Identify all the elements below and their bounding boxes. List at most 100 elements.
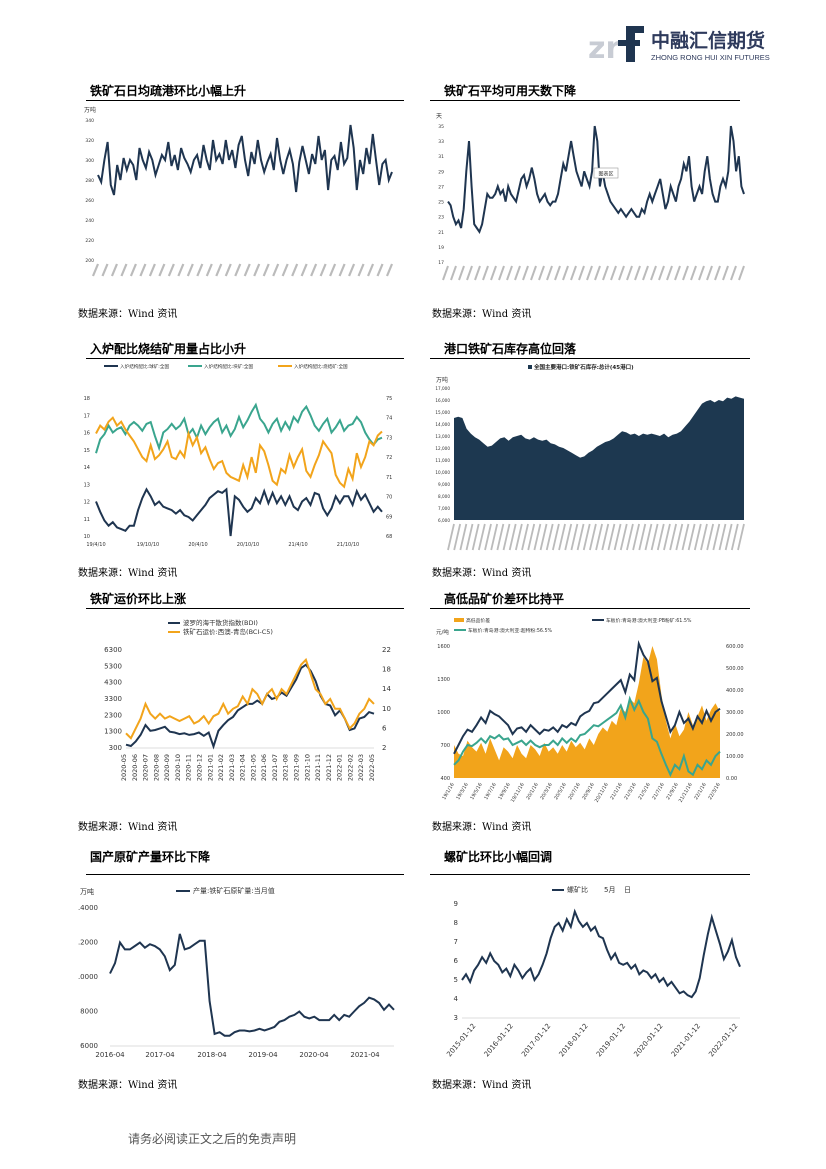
legend-label: 入炉结构配比:球矿:全国 <box>120 363 169 370</box>
x-tick-stub <box>545 523 554 551</box>
section-rule <box>430 100 740 101</box>
x-tick-label: 2016-01-12 <box>483 1022 515 1058</box>
y-tick-label: 280 <box>85 178 94 184</box>
data-source: 数据来源：Wind 资讯 <box>432 568 532 579</box>
data-source: 数据来源：Wind 资讯 <box>432 309 532 320</box>
x-tick-label: 20/10/10 <box>237 542 259 548</box>
x-tick-label: 2019-04 <box>248 1051 278 1059</box>
x-tick-label: 2017-04 <box>145 1051 175 1059</box>
y-tick-label: 8,000 <box>438 494 450 499</box>
legend-label: 入炉结构配比:块矿:全国 <box>204 363 253 370</box>
x-tick-label: 2021-10 <box>303 754 311 781</box>
y-tick-label: 35 <box>438 124 444 130</box>
data-source: 数据来源：Wind 资讯 <box>432 822 532 833</box>
section-title-port-clearance: 铁矿石日均疏港环比小幅上升 <box>90 84 247 98</box>
x-tick-stub <box>453 523 462 551</box>
x-tick-label: 2021-08 <box>282 754 290 781</box>
series-line <box>453 695 721 778</box>
series-line-rebar-ore-ratio <box>461 908 741 999</box>
y-tick-label: 10 <box>84 534 90 540</box>
x-tick-stub <box>196 263 204 277</box>
x-tick-label: 2019-01-12 <box>595 1022 627 1058</box>
y-tick-label: 12,000 <box>435 446 450 451</box>
y-tick-label: 6,000 <box>438 518 450 523</box>
x-tick-label: 2021-01 <box>206 754 214 781</box>
x-tick-label: 22/1/16 <box>693 782 707 801</box>
y-tick-label: 2300 <box>104 711 122 719</box>
y-tick-label: 18 <box>84 396 90 402</box>
x-tick-stub <box>442 265 449 281</box>
data-source: 数据来源：Wind 资讯 <box>78 568 178 579</box>
y-tick-label: 12 <box>84 500 90 506</box>
y-tick-label: 300 <box>109 744 122 752</box>
y-tick-label: 69 <box>386 514 392 520</box>
x-tick-stub <box>602 265 609 281</box>
legend-label: 5月 <box>604 886 615 894</box>
x-tick-stub <box>253 263 261 277</box>
x-tick-stub <box>642 265 649 281</box>
x-tick-stub <box>706 265 713 281</box>
x-tick-stub <box>186 263 194 277</box>
x-tick-stub <box>607 523 616 551</box>
x-tick-stub <box>514 265 521 281</box>
legend-swatch <box>454 618 464 622</box>
y-tick-label: 33 <box>438 139 444 145</box>
x-tick-stub <box>578 265 585 281</box>
chart-port-clearance: 万吨 200 220 240 260 280 300 320 340 <box>78 104 398 292</box>
x-tick-stub <box>687 523 696 551</box>
series-line-domestic-ore <box>109 933 395 1037</box>
x-tick-stub <box>262 263 270 277</box>
y-tick-label: 17 <box>84 413 90 419</box>
y-tick-label: 16 <box>84 431 90 437</box>
x-tick-stub <box>675 523 684 551</box>
x-tick-stub <box>619 523 628 551</box>
x-tick-label: 22/3/16 <box>707 782 721 801</box>
x-tick-label: 20/7/16 <box>567 782 581 801</box>
y-tick-label: .0000 <box>78 973 98 981</box>
series-line-available-days <box>447 125 745 234</box>
x-tick-stub <box>666 265 673 281</box>
chart-rebar-ore-ratio: 螺矿比 5月 日 3 4 5 6 7 8 9 2015-01-12 2016-01-12 2017-01… <box>432 880 750 1066</box>
x-tick-label: 21/9/16 <box>665 782 679 801</box>
x-tick-stub <box>730 523 739 551</box>
y-tick-label: 6000 <box>80 1042 98 1050</box>
chart-area-tooltip <box>593 167 619 179</box>
x-tick-stub <box>367 263 375 277</box>
x-tick-stub <box>601 523 610 551</box>
y-tick-label: 9,000 <box>438 482 450 487</box>
y-tick-label: 200.00 <box>726 732 744 738</box>
x-tick-label: 21/7/16 <box>651 782 665 801</box>
x-tick-stub <box>465 523 474 551</box>
y-tick-label: 1300 <box>104 728 122 736</box>
svg-text:zr: zr <box>588 31 620 66</box>
legend-label: 螺矿比 <box>567 885 588 894</box>
y-tick-label: 11,000 <box>435 458 450 463</box>
y-tick-label: 7 <box>454 938 458 946</box>
chart-svg: 螺矿比 5月 日 3 4 5 6 7 8 9 2015-01-12 2016-01-12 2017-01… <box>445 885 741 1058</box>
x-tick-stub <box>712 523 721 551</box>
x-tick-label: 2021-03 <box>228 754 236 781</box>
section-rule <box>86 874 404 875</box>
x-tick-stub <box>638 523 647 551</box>
y-tick-label: 1300 <box>437 677 450 683</box>
y-tick-label: 300.00 <box>726 710 744 716</box>
x-tick-stub <box>690 265 697 281</box>
x-tick-label: 21/1/16 <box>609 782 623 801</box>
x-tick-stub <box>552 523 560 551</box>
y-tick-label: 6 <box>382 724 387 732</box>
y-tick-label: 72 <box>386 455 392 461</box>
x-tick-stub <box>471 523 480 551</box>
x-tick-stub <box>589 523 597 551</box>
y-tick-label: 600.00 <box>726 644 744 650</box>
x-tick-stub <box>718 523 727 551</box>
x-tick-label: 2020-12 <box>195 754 203 781</box>
x-tick-stub <box>521 523 529 551</box>
x-tick-stub <box>474 265 481 281</box>
section-rule <box>86 358 404 359</box>
x-tick-label: 20/9/16 <box>581 782 595 801</box>
x-tick-label: 19/5/16 <box>469 782 483 801</box>
x-tick-label: 21/10/10 <box>337 542 359 548</box>
x-tick-stub <box>357 263 365 277</box>
section-title-domestic-ore: 国产原矿产量环比下降 <box>90 850 211 864</box>
x-tick-label: 2020-05 <box>120 754 128 781</box>
